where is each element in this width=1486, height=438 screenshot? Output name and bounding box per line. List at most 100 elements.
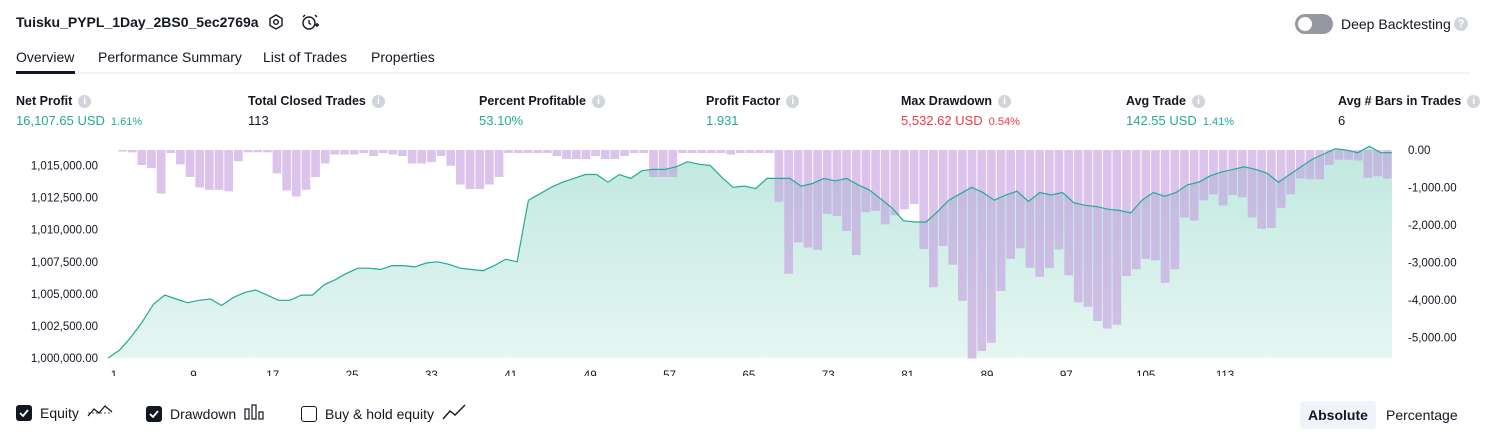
- drawdown-bar: [1170, 150, 1180, 270]
- drawdown-bar: [1363, 150, 1373, 178]
- deep-backtesting-label: Deep Backtesting: [1341, 16, 1451, 32]
- info-icon[interactable]: i: [1191, 94, 1205, 108]
- settings-icon[interactable]: [266, 12, 286, 32]
- drawdown-bar: [1334, 150, 1344, 160]
- drawdown-bar: [147, 150, 156, 168]
- drawdown-bar: [668, 150, 678, 177]
- equity-drawdown-chart[interactable]: 1,000,000.00 1,002,500.00 1,005,000.00 1,00…: [0, 140, 1486, 376]
- equity-legend-label: Equity: [40, 404, 79, 421]
- drawdown-bar: [1054, 150, 1064, 250]
- drawdown-bar: [1286, 150, 1295, 195]
- drawdown-bar: [311, 150, 320, 177]
- tab-properties[interactable]: Properties: [371, 49, 435, 65]
- drawdown-bar: [523, 150, 533, 153]
- drawdown-bar: [485, 150, 494, 185]
- drawdown-bar: [446, 150, 456, 166]
- drawdown-bar: [1131, 150, 1141, 270]
- buy-hold-checkbox[interactable]: [301, 405, 317, 422]
- drawdown-bar: [765, 150, 774, 153]
- y-axis-right-tick-label: -5,000.00: [1408, 333, 1457, 345]
- drawdown-bar: [533, 150, 542, 153]
- drawdown-bar: [456, 150, 465, 185]
- y-axis-left-tick-label: 1,000,000.00: [31, 353, 98, 365]
- equity-checkbox[interactable]: [16, 404, 32, 421]
- drawdown-bar: [803, 150, 813, 248]
- y-axis-left-tick-label: 1,010,000.00: [31, 225, 98, 237]
- drawdown-bar: [919, 150, 929, 249]
- stat-avg-trade-value: 142.55 USD 1.41%: [1126, 113, 1235, 128]
- drawdown-bar: [900, 150, 909, 210]
- drawdown-bar: [909, 150, 919, 204]
- info-icon[interactable]: i: [786, 94, 800, 108]
- deep-backtesting-help-icon[interactable]: ?: [1454, 17, 1468, 31]
- drawdown-bar: [1083, 150, 1093, 307]
- drawdown-bar: [1247, 150, 1257, 218]
- drawdown-bar: [137, 150, 147, 165]
- info-icon[interactable]: i: [591, 94, 605, 108]
- drawdown-bar: [1315, 150, 1324, 180]
- stat-net-profit-value: 16,107.65 USD 1.61%: [16, 113, 143, 128]
- drawdown-bar: [1209, 150, 1218, 195]
- stat-total-closed-trades-value: 113: [248, 113, 269, 128]
- drawdown-bar: [234, 150, 243, 162]
- drawdown-bar: [658, 150, 668, 177]
- y-axis-left-tick-label: 1,005,000.00: [31, 289, 98, 301]
- stat-profit-factor-label: Profit Factor i: [706, 94, 800, 108]
- drawdown-bar: [1257, 150, 1266, 229]
- drawdown-bar: [716, 150, 726, 153]
- tab-overview[interactable]: Overview: [16, 49, 75, 65]
- drawdown-bar: [417, 150, 427, 164]
- drawdown-bar: [1006, 150, 1015, 259]
- drawdown-series-icon: [244, 404, 266, 423]
- drawdown-legend-label: Drawdown: [170, 405, 237, 422]
- info-icon[interactable]: i: [998, 94, 1011, 108]
- drawdown-bar: [1016, 150, 1025, 249]
- x-axis-tick-label: 17: [266, 370, 279, 376]
- drawdown-bar: [1180, 150, 1189, 218]
- drawdown-bar: [369, 150, 378, 156]
- drawdown-bar: [301, 150, 311, 190]
- alert-clock-icon[interactable]: [300, 12, 320, 32]
- drawdown-checkbox[interactable]: [146, 405, 162, 422]
- stat-profit-factor-value: 1.931: [706, 113, 739, 128]
- x-axis-tick-label: 57: [663, 370, 676, 376]
- drawdown-bar: [1324, 150, 1334, 165]
- tab-performance-summary[interactable]: Performance Summary: [98, 49, 242, 65]
- equity-line: [107, 145, 1392, 359]
- info-icon[interactable]: i: [371, 94, 385, 108]
- active-tab-indicator: [16, 71, 75, 74]
- drawdown-bar: [282, 150, 291, 191]
- tab-list-of-trades[interactable]: List of Trades: [263, 49, 348, 65]
- legend-buy-hold-equity[interactable]: Buy & hold equity: [301, 404, 466, 423]
- drawdown-bar: [1353, 150, 1363, 161]
- drawdown-bar: [1267, 150, 1276, 228]
- drawdown-bar: [407, 150, 417, 164]
- drawdown-bar: [591, 150, 600, 156]
- legend-equity[interactable]: Equity: [16, 404, 113, 421]
- x-axis-tick-label: 49: [584, 370, 597, 376]
- drawdown-bar: [320, 150, 330, 164]
- drawdown-bar: [263, 150, 272, 153]
- drawdown-bar: [398, 150, 407, 156]
- info-icon[interactable]: i: [1467, 94, 1481, 108]
- drawdown-bar: [388, 150, 398, 155]
- toggle-knob: [1298, 17, 1312, 31]
- drawdown-bar: [890, 150, 900, 216]
- stat-net-profit-label: Net Profit i: [16, 94, 92, 108]
- y-axis-right-tick-label: -3,000.00: [1408, 258, 1457, 270]
- absolute-button[interactable]: Absolute: [1300, 401, 1376, 429]
- drawdown-bar: [871, 150, 880, 211]
- strategy-title: Tuisku_PYPL_1Day_2BS0_5ec2769a: [16, 14, 259, 30]
- drawdown-bar: [1141, 150, 1151, 259]
- y-axis-left-tick-label: 1,012,500.00: [31, 193, 98, 205]
- legend-drawdown[interactable]: Drawdown: [146, 404, 266, 423]
- drawdown-bar: [639, 150, 649, 153]
- drawdown-bar: [340, 150, 349, 155]
- x-axis-tick-label: 97: [1060, 370, 1073, 376]
- drawdown-bar: [1045, 150, 1054, 269]
- drawdown-bar: [571, 150, 581, 159]
- deep-backtesting-toggle[interactable]: [1295, 14, 1333, 34]
- info-icon[interactable]: i: [78, 94, 92, 108]
- drawdown-bar: [118, 150, 127, 152]
- percentage-button[interactable]: Percentage: [1386, 407, 1458, 423]
